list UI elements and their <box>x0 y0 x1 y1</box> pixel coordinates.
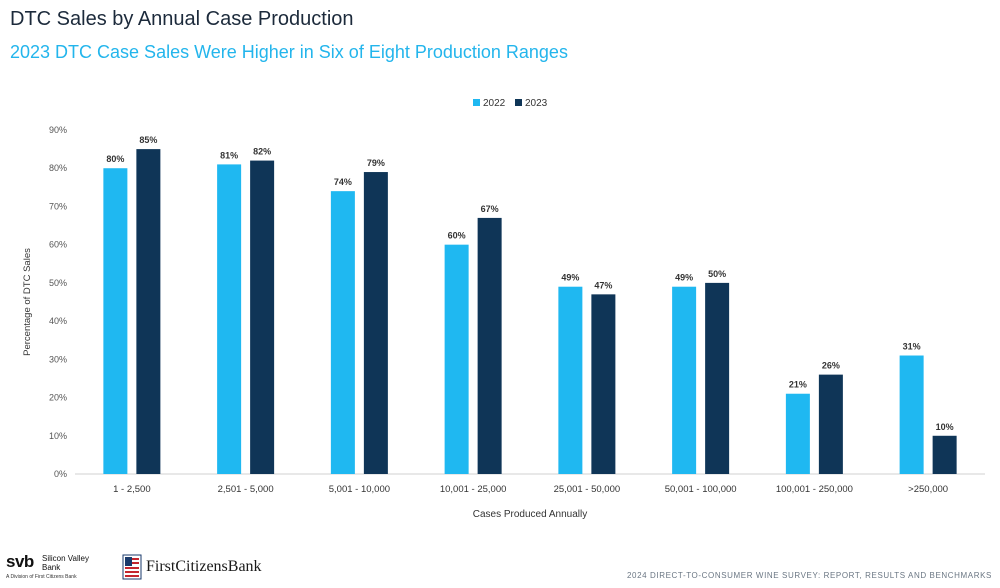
bar-2023 <box>818 374 843 474</box>
bar-2022 <box>217 164 242 474</box>
data-label: 21% <box>789 380 807 390</box>
y-tick-label: 70% <box>49 201 67 211</box>
bar-2022 <box>785 393 810 474</box>
data-label: 79% <box>367 158 385 168</box>
bar-2022 <box>103 168 128 474</box>
data-label: 49% <box>675 273 693 283</box>
bar-2022 <box>444 244 469 474</box>
bar-2022 <box>558 286 583 474</box>
x-tick-label: 25,001 - 50,000 <box>554 484 621 495</box>
bar-2022 <box>899 355 924 474</box>
data-label: 49% <box>561 273 579 283</box>
bar-2022 <box>330 191 355 474</box>
x-tick-label: 50,001 - 100,000 <box>665 484 737 495</box>
data-label: 10% <box>936 422 954 432</box>
x-tick-label: 100,001 - 250,000 <box>776 484 853 495</box>
svb-tagline: A Division of First Citizens Bank <box>6 574 77 580</box>
y-tick-label: 0% <box>54 469 67 479</box>
y-axis-title: Percentage of DTC Sales <box>22 248 33 356</box>
data-label: 50% <box>708 269 726 279</box>
x-tick-label: >250,000 <box>908 484 948 495</box>
data-label: 26% <box>822 361 840 371</box>
bar-2023 <box>136 149 161 474</box>
x-tick-label: 10,001 - 25,000 <box>440 484 507 495</box>
x-tick-label: 2,501 - 5,000 <box>218 484 274 495</box>
data-label: 80% <box>106 154 124 164</box>
data-label: 82% <box>253 147 271 157</box>
legend-swatch <box>515 99 522 106</box>
data-label: 60% <box>448 231 466 241</box>
y-tick-label: 20% <box>49 393 67 403</box>
bar-2023 <box>363 172 388 475</box>
legend-label: 2023 <box>525 98 548 109</box>
data-label: 67% <box>481 204 499 214</box>
bar-chart: 2022 2023 0% 10% 20% 30% 40% 50% 60% 70% 80% 90% 80%… <box>22 98 985 520</box>
y-tick-label: 50% <box>49 278 67 288</box>
x-tick-label: 5,001 - 10,000 <box>329 484 390 495</box>
chart-subtitle: 2023 DTC Case Sales Were Higher in Six o… <box>10 42 568 62</box>
data-label: 81% <box>220 150 238 160</box>
survey-footer: 2024 DIRECT-TO-CONSUMER WINE SURVEY: REP… <box>626 571 992 580</box>
legend-label: 2022 <box>483 98 506 109</box>
data-label: 74% <box>334 177 352 187</box>
svb-name: Silicon Valley Bank <box>42 554 89 572</box>
bar-2023 <box>705 282 730 474</box>
bar-2022 <box>672 286 697 474</box>
bar-2023 <box>591 294 616 474</box>
first-citizens-flag-icon <box>122 554 142 580</box>
x-tick-label: 1 - 2,500 <box>113 484 151 495</box>
svb-logo: svb <box>6 552 34 571</box>
y-tick-label: 30% <box>49 354 67 364</box>
y-tick-label: 90% <box>49 125 67 135</box>
chart-title: DTC Sales by Annual Case Production <box>10 8 354 30</box>
bar-2023 <box>477 217 502 474</box>
data-label: 31% <box>903 342 921 352</box>
y-tick-label: 10% <box>49 431 67 441</box>
bar-2023 <box>250 160 275 475</box>
data-label: 47% <box>594 280 612 290</box>
data-label: 85% <box>139 135 157 145</box>
bar-2023 <box>932 435 957 474</box>
legend-swatch <box>473 99 480 106</box>
x-axis-title: Cases Produced Annually <box>473 509 588 520</box>
y-tick-label: 60% <box>49 240 67 250</box>
footer-logos: svb Silicon Valley Bank A Division of Fi… <box>6 552 286 586</box>
y-tick-label: 80% <box>49 163 67 173</box>
y-tick-label: 40% <box>49 316 67 326</box>
first-citizens-bank-name: FirstCitizensBank <box>146 558 262 575</box>
